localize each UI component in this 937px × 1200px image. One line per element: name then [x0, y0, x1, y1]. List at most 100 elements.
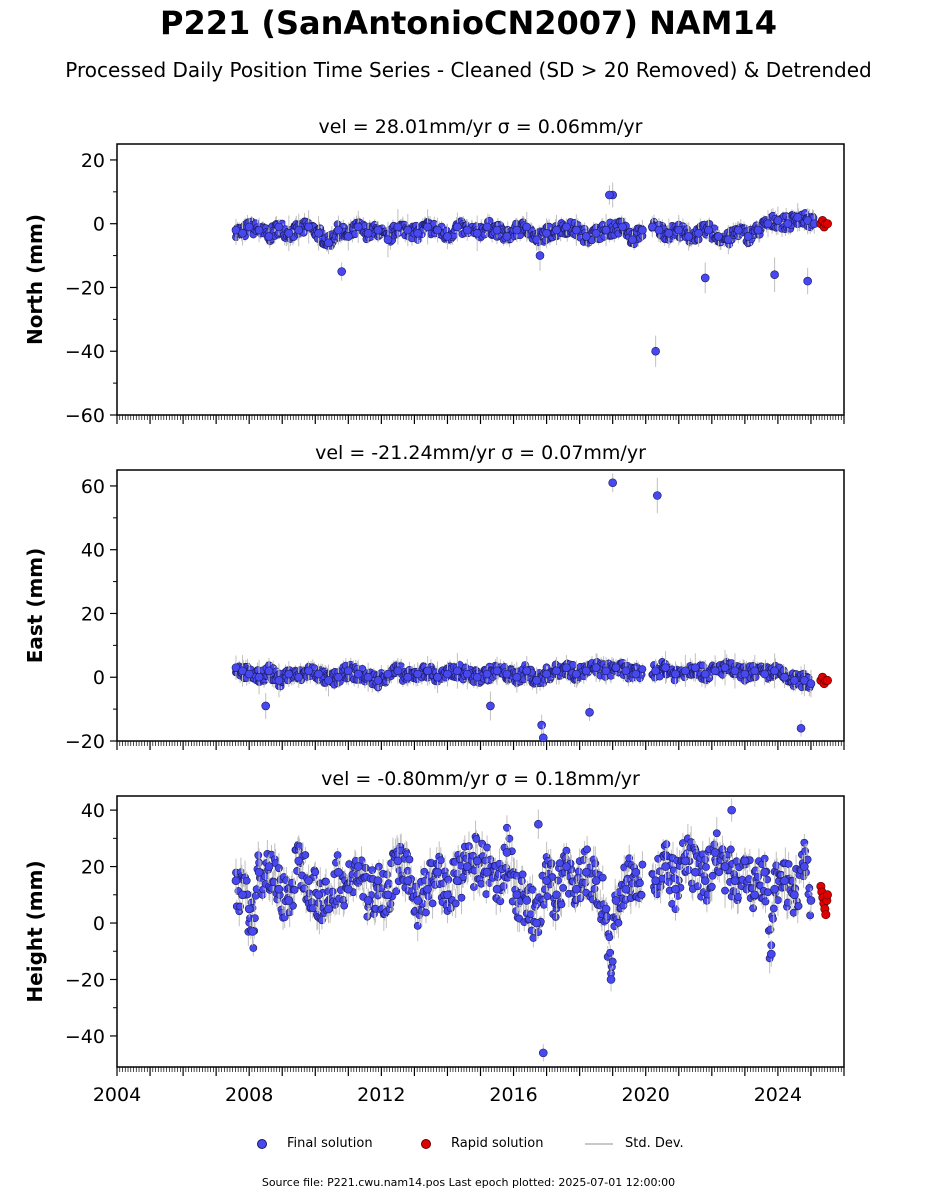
final-solution-point — [743, 232, 753, 241]
y-axis-label: Height (mm) — [23, 860, 47, 1002]
final-solution-point — [251, 891, 260, 900]
final-solution-point — [361, 863, 370, 872]
final-solution-point — [540, 900, 549, 909]
final-solution-point — [462, 669, 472, 679]
final-solution-point — [532, 235, 541, 244]
final-solution-point — [598, 873, 607, 882]
final-solution-point — [710, 666, 720, 676]
final-solution-point — [526, 910, 535, 919]
final-solution-point — [522, 222, 532, 232]
final-solution-point — [428, 899, 437, 908]
final-solution-point — [422, 908, 430, 917]
final-solution-point — [465, 842, 473, 851]
final-solution-point — [547, 859, 556, 868]
final-solution-point — [694, 228, 703, 238]
final-solution-point — [413, 669, 423, 679]
final-solution-point — [457, 893, 466, 902]
y-tick-label: 40 — [81, 540, 105, 562]
final-solution-point — [602, 912, 611, 921]
final-solution-point — [304, 666, 313, 676]
y-tick-label: 0 — [93, 667, 105, 689]
final-solution-point — [295, 842, 304, 851]
final-solution-point — [700, 669, 710, 679]
y-tick-label: −60 — [65, 405, 105, 427]
final-solution-point — [334, 225, 343, 235]
y-axis-label: East (mm) — [23, 548, 47, 664]
final-solution-point — [651, 346, 660, 356]
final-solution-point — [780, 672, 789, 682]
final-solution-point — [368, 866, 377, 875]
final-solution-point — [314, 228, 323, 238]
final-solution-point — [472, 228, 482, 238]
final-solution-point — [294, 225, 304, 235]
final-solution-point — [653, 890, 662, 899]
final-solution-point — [502, 232, 512, 241]
x-tick-label: 2016 — [489, 1084, 537, 1106]
final-solution-point — [601, 666, 611, 676]
final-solution-point — [322, 877, 330, 886]
final-solution-point — [542, 228, 551, 238]
final-solution-point — [264, 666, 274, 676]
final-solution-point — [373, 676, 383, 685]
final-solution-point — [275, 864, 283, 873]
final-solution-point — [423, 222, 432, 232]
final-solution-point — [557, 900, 566, 909]
final-solution-point — [605, 933, 614, 942]
final-solution-point — [451, 899, 460, 908]
x-tick-label: 2008 — [225, 1084, 273, 1106]
final-solution-point — [433, 672, 442, 682]
final-solution-point — [684, 232, 693, 241]
final-solution-point — [373, 225, 383, 235]
final-solution-point — [324, 676, 333, 685]
final-solution-point — [444, 875, 453, 884]
final-solution-point — [453, 666, 462, 676]
final-solution-point — [492, 666, 502, 676]
final-solution-point — [753, 225, 763, 235]
final-solution-point — [608, 957, 617, 966]
final-solution-point — [770, 270, 779, 280]
plot-area — [231, 473, 832, 741]
final-solution-point — [583, 845, 591, 854]
final-solution-point — [334, 672, 343, 682]
final-solution-point — [403, 225, 413, 235]
final-solution-point — [750, 666, 760, 676]
final-solution-point — [477, 879, 486, 888]
chart-subtitle: Processed Daily Position Time Series - C… — [65, 58, 872, 82]
final-solution-point — [636, 879, 644, 887]
final-solution-point — [576, 894, 585, 903]
final-solution-point — [542, 669, 551, 679]
final-solution-point — [328, 887, 337, 896]
final-solution-point — [763, 219, 773, 229]
final-solution-point — [502, 669, 512, 679]
final-solution-point — [591, 663, 601, 672]
final-solution-point — [693, 882, 702, 891]
final-solution-point — [363, 672, 373, 682]
final-solution-point — [337, 267, 347, 276]
final-solution-point — [638, 225, 647, 235]
final-solution-point — [628, 235, 637, 244]
final-solution-point — [618, 222, 627, 232]
final-solution-point — [274, 222, 284, 232]
final-solution-point — [733, 225, 743, 235]
final-solution-point — [403, 672, 413, 682]
final-solution-point — [274, 676, 284, 685]
final-solution-point — [363, 912, 372, 921]
final-solution-point — [492, 225, 502, 235]
final-solution-point — [730, 666, 740, 676]
final-solution-point — [690, 663, 700, 672]
final-solution-point — [638, 860, 647, 869]
final-solution-point — [472, 835, 481, 843]
final-solution-point — [472, 672, 482, 682]
final-solution-point — [344, 666, 353, 676]
final-solution-point — [333, 851, 342, 859]
final-solution-point — [581, 666, 591, 676]
final-solution-point — [284, 669, 294, 679]
final-solution-point — [591, 228, 601, 238]
final-solution-point — [590, 885, 599, 893]
y-tick-label: 20 — [81, 857, 105, 879]
final-solution-point — [724, 235, 733, 244]
rapid-solution-point — [822, 675, 832, 685]
final-solution-point — [637, 891, 646, 899]
final-solution-point — [796, 723, 806, 733]
final-solution-point — [383, 870, 392, 879]
